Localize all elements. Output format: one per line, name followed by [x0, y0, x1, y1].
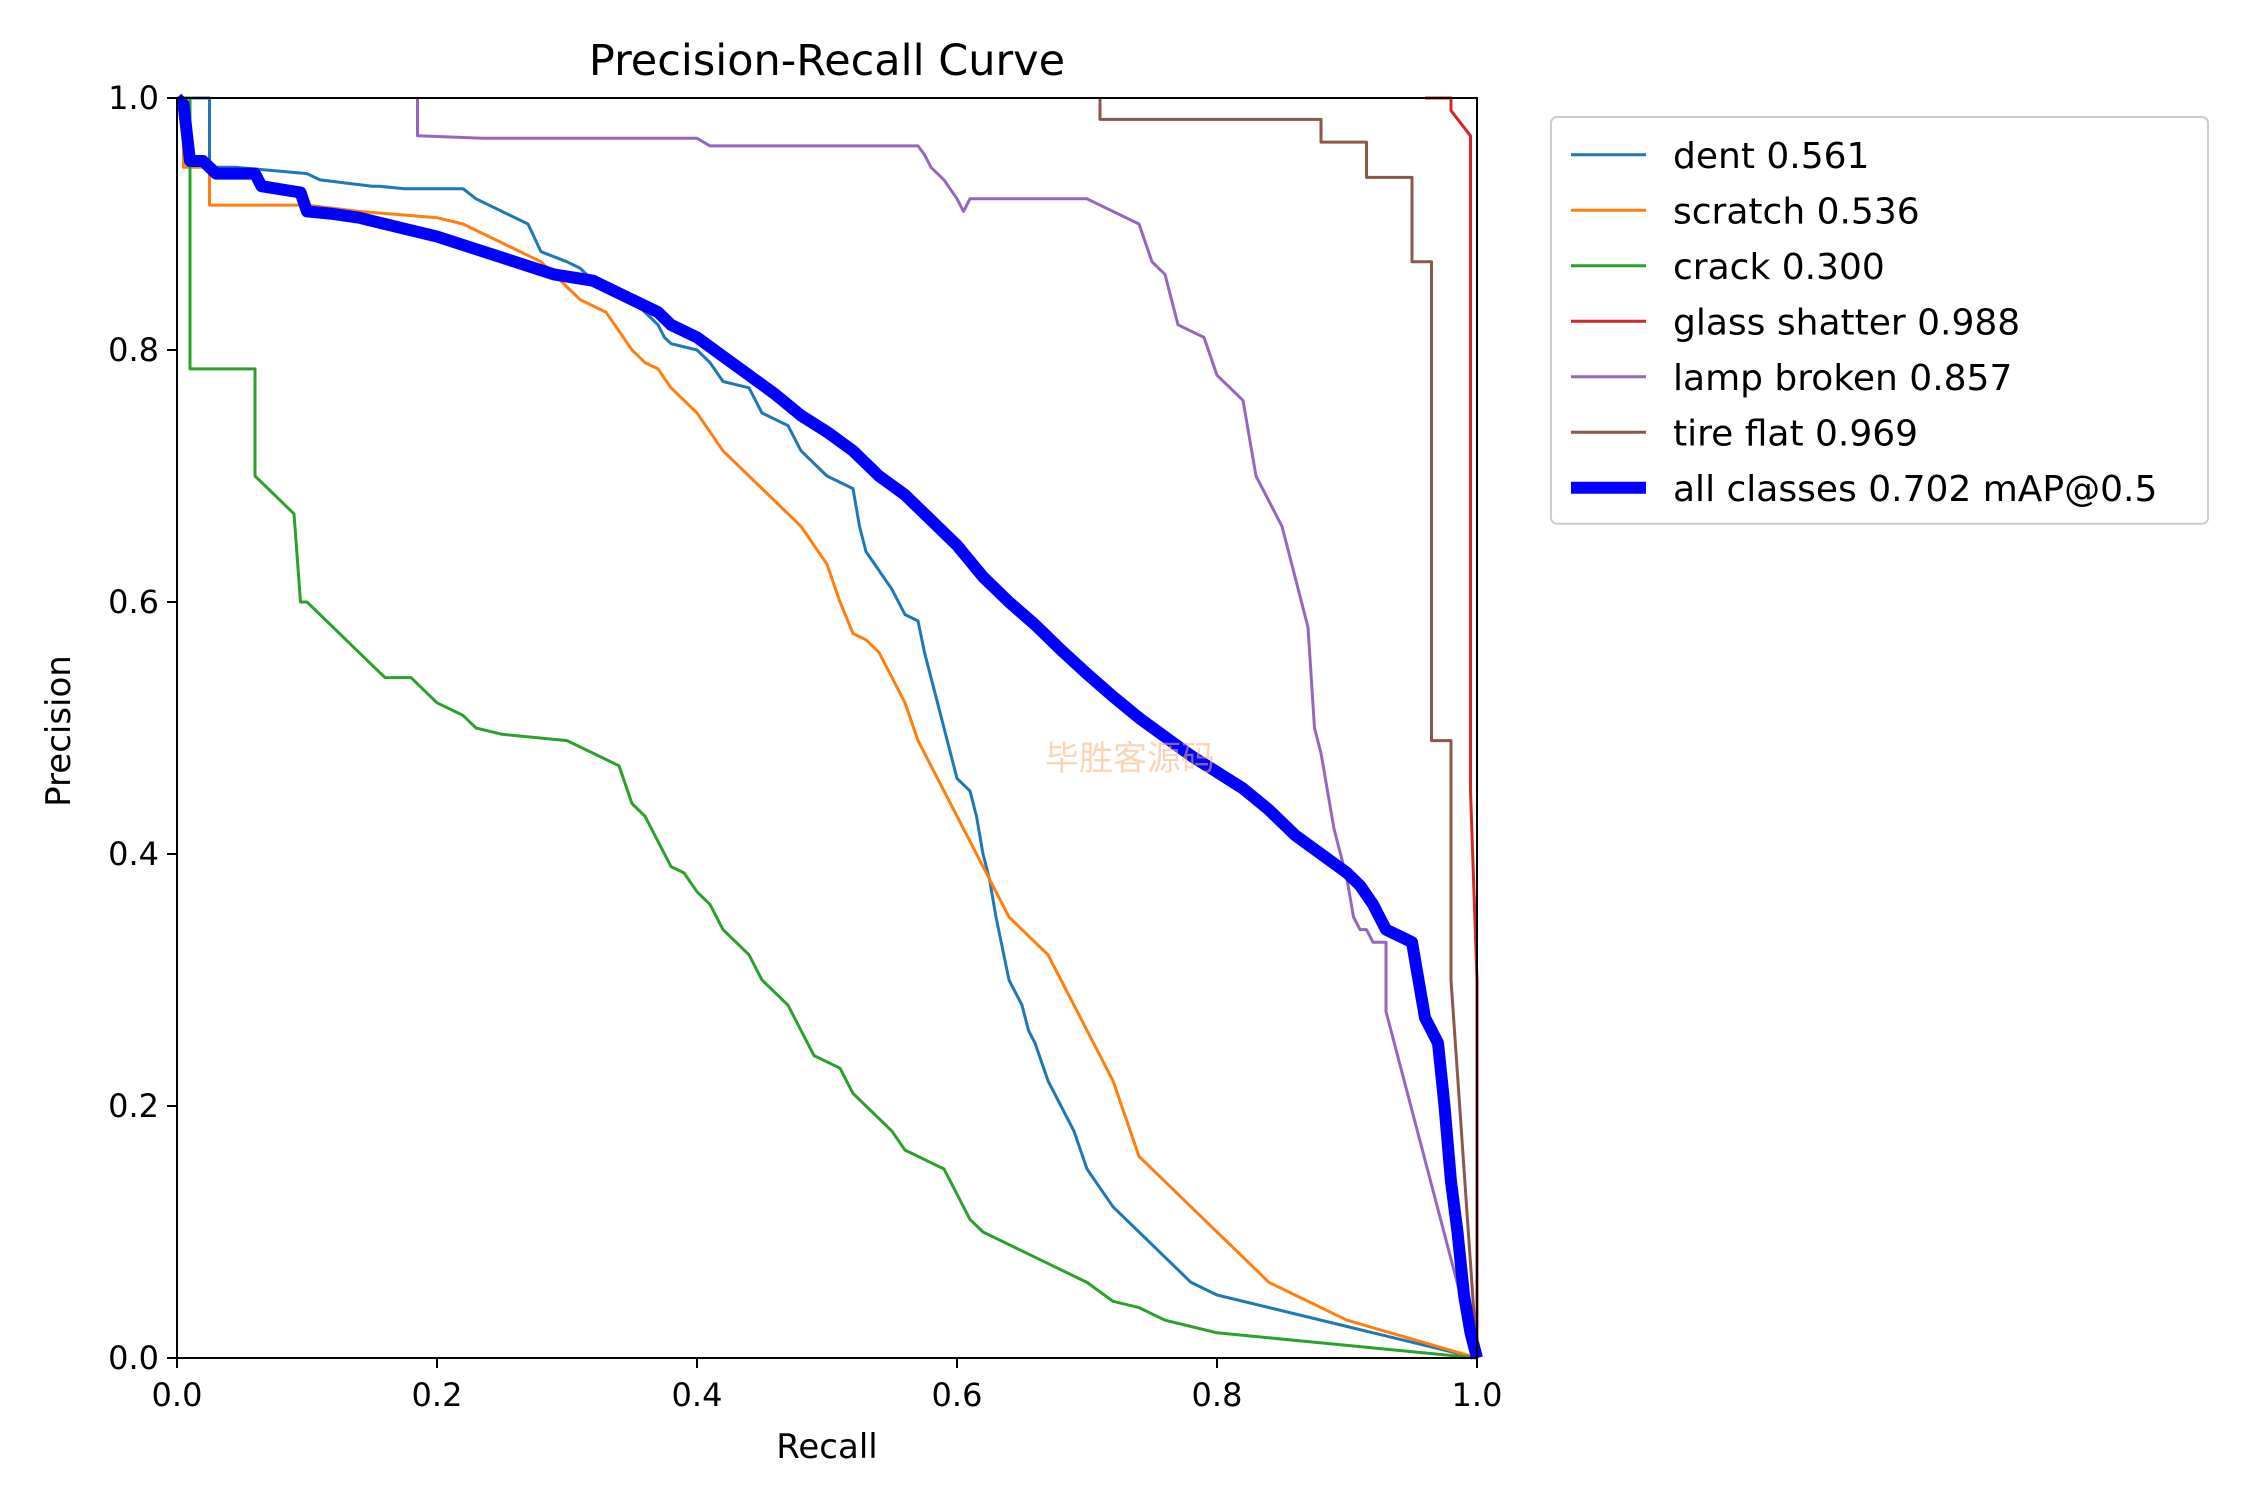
legend-entry-label: glass shatter 0.988: [1673, 302, 2020, 343]
series-group: [177, 93, 1483, 1360]
y-tick-label: 0.4: [108, 835, 159, 873]
y-tick-label: 0.6: [108, 583, 159, 621]
series-line-dent: [177, 96, 1478, 1360]
y-tick-label: 0.0: [108, 1339, 159, 1377]
x-tick-label: 1.0: [1452, 1376, 1503, 1414]
y-tick-label: 1.0: [108, 79, 159, 117]
x-tick-label: 0.0: [152, 1376, 203, 1414]
series-line-scratch: [177, 96, 1478, 1360]
legend: dent 0.561 scratch 0.536 crack 0.300 glass …: [1550, 116, 2209, 525]
watermark-text: 毕胜客源码: [1045, 739, 1215, 779]
x-tick-label: 0.2: [412, 1376, 463, 1414]
plot-frame: [176, 97, 1478, 1359]
y-tick-label: 0.2: [108, 1087, 159, 1125]
series-line-crack: [177, 96, 1478, 1360]
legend-entry-label: lamp broken 0.857: [1673, 358, 2012, 399]
x-tick-label: 0.6: [932, 1376, 983, 1414]
x-tick-label: 0.4: [672, 1376, 723, 1414]
legend-entry-label: all classes 0.702 mAP@0.5: [1673, 469, 2157, 510]
x-tick-label: 0.8: [1192, 1376, 1243, 1414]
plot-area: 0.0 0.2 0.4 0.6 0.8 1.0 0.0 0.2 0.4 0.6 0.8 1.0: [108, 79, 1502, 1414]
y-axis-label: Precision: [39, 655, 79, 807]
series-line-all-classes: [177, 93, 1483, 1360]
legend-entry-label: scratch 0.536: [1673, 191, 1920, 232]
legend-entry-label: crack 0.300: [1673, 247, 1885, 288]
legend-box: [1550, 116, 2209, 525]
legend-entry-label: dent 0.561: [1673, 136, 1869, 177]
series-line-lamp: [416, 98, 1479, 1359]
series-line-tire: [1098, 98, 1479, 1359]
y-tick-label: 0.8: [108, 331, 159, 369]
x-axis-label: Recall: [776, 1427, 877, 1467]
chart-title: Precision-Recall Curve: [589, 36, 1065, 86]
legend-entry-label: tire flat 0.969: [1673, 413, 1918, 454]
